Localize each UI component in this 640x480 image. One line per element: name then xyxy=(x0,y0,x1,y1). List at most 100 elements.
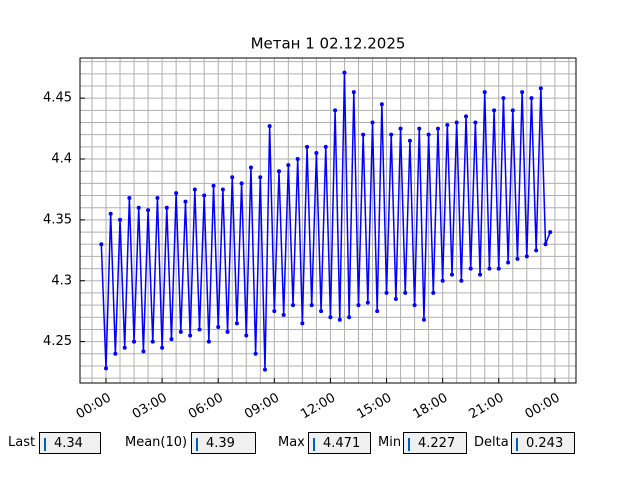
data-point xyxy=(412,303,417,308)
y-tick-label: 4.35 xyxy=(43,212,72,227)
data-point xyxy=(379,102,384,107)
data-point xyxy=(328,315,333,320)
data-point xyxy=(99,242,104,247)
stat-label: Min xyxy=(378,435,402,450)
data-point xyxy=(103,366,108,371)
data-point xyxy=(132,339,137,344)
y-tick-label: 4.3 xyxy=(51,273,72,288)
stat-field[interactable]: 4.471 xyxy=(308,432,371,454)
data-point xyxy=(118,217,123,222)
data-point xyxy=(300,321,305,326)
plot-frame xyxy=(79,57,577,384)
data-point xyxy=(356,303,361,308)
data-point xyxy=(230,175,235,180)
data-point xyxy=(370,120,375,125)
data-point xyxy=(150,339,155,344)
data-point xyxy=(197,327,202,332)
data-point xyxy=(291,303,296,308)
data-point xyxy=(272,309,277,314)
data-point xyxy=(155,195,160,200)
data-point xyxy=(305,144,310,149)
data-point xyxy=(403,290,408,295)
x-tick-label: 06:00 xyxy=(186,391,226,423)
data-point xyxy=(220,187,225,192)
data-point xyxy=(407,138,412,143)
data-point xyxy=(337,317,342,322)
data-point xyxy=(160,345,165,350)
data-point xyxy=(468,266,473,271)
data-point xyxy=(286,163,291,168)
data-point xyxy=(398,126,403,131)
data-point xyxy=(520,90,525,95)
data-point xyxy=(122,345,127,350)
data-point xyxy=(276,169,281,174)
data-point xyxy=(421,317,426,322)
data-point xyxy=(440,278,445,283)
data-point xyxy=(342,70,347,75)
data-point xyxy=(487,266,492,271)
data-point xyxy=(464,114,469,119)
data-point xyxy=(450,272,454,277)
data-point xyxy=(136,205,141,210)
x-tick-label: 18:00 xyxy=(410,391,450,423)
data-point xyxy=(435,126,440,131)
data-point xyxy=(431,290,436,295)
stat-field[interactable]: 4.39 xyxy=(191,432,256,454)
data-point xyxy=(445,122,450,127)
x-tick-label: 21:00 xyxy=(467,391,507,423)
data-point xyxy=(202,193,207,198)
data-point xyxy=(146,208,151,213)
data-point xyxy=(515,256,520,261)
data-point xyxy=(206,339,211,344)
stat-field[interactable]: 0.243 xyxy=(511,432,575,454)
data-point xyxy=(188,333,193,338)
data-point xyxy=(216,325,221,330)
data-point xyxy=(389,132,394,137)
data-point xyxy=(524,254,529,259)
data-point xyxy=(319,309,324,314)
x-tick-label: 00:00 xyxy=(74,391,114,423)
data-point xyxy=(417,126,422,131)
data-point xyxy=(426,132,431,137)
x-tick-label: 12:00 xyxy=(298,391,338,423)
data-point xyxy=(543,242,548,247)
data-point xyxy=(183,199,188,204)
data-point xyxy=(225,329,230,334)
chart-title: Метан 1 02.12.2025 xyxy=(251,35,406,53)
y-tick-label: 4.25 xyxy=(43,334,72,349)
data-point xyxy=(459,278,464,283)
data-point xyxy=(248,165,253,170)
data-point xyxy=(295,157,300,162)
data-point xyxy=(333,108,338,113)
x-tick-label: 15:00 xyxy=(354,391,394,423)
data-point xyxy=(548,230,553,235)
data-point xyxy=(534,248,539,253)
stat-label: Max xyxy=(278,435,305,450)
stat-label: Delta xyxy=(474,435,509,450)
stat-field[interactable]: 4.227 xyxy=(403,432,467,454)
data-line xyxy=(100,72,551,370)
data-point xyxy=(501,96,506,101)
data-point xyxy=(478,272,483,277)
data-point xyxy=(347,315,352,320)
y-tick-label: 4.4 xyxy=(51,152,72,167)
data-point xyxy=(169,337,174,342)
data-point xyxy=(384,290,389,295)
data-point xyxy=(314,150,319,155)
data-point xyxy=(113,351,118,356)
data-point xyxy=(482,90,487,95)
data-point xyxy=(506,260,511,265)
data-point xyxy=(529,96,534,101)
data-point xyxy=(323,144,328,149)
stat-field[interactable]: 4.34 xyxy=(39,432,101,454)
data-point xyxy=(108,211,113,216)
stat-label: Mean(10) xyxy=(125,435,188,450)
data-point xyxy=(253,351,258,356)
data-point xyxy=(258,175,263,180)
data-point xyxy=(262,367,267,372)
x-tick-label: 00:00 xyxy=(523,391,563,423)
data-point xyxy=(393,297,398,302)
data-point xyxy=(365,300,370,305)
x-tick-label: 09:00 xyxy=(242,391,282,423)
